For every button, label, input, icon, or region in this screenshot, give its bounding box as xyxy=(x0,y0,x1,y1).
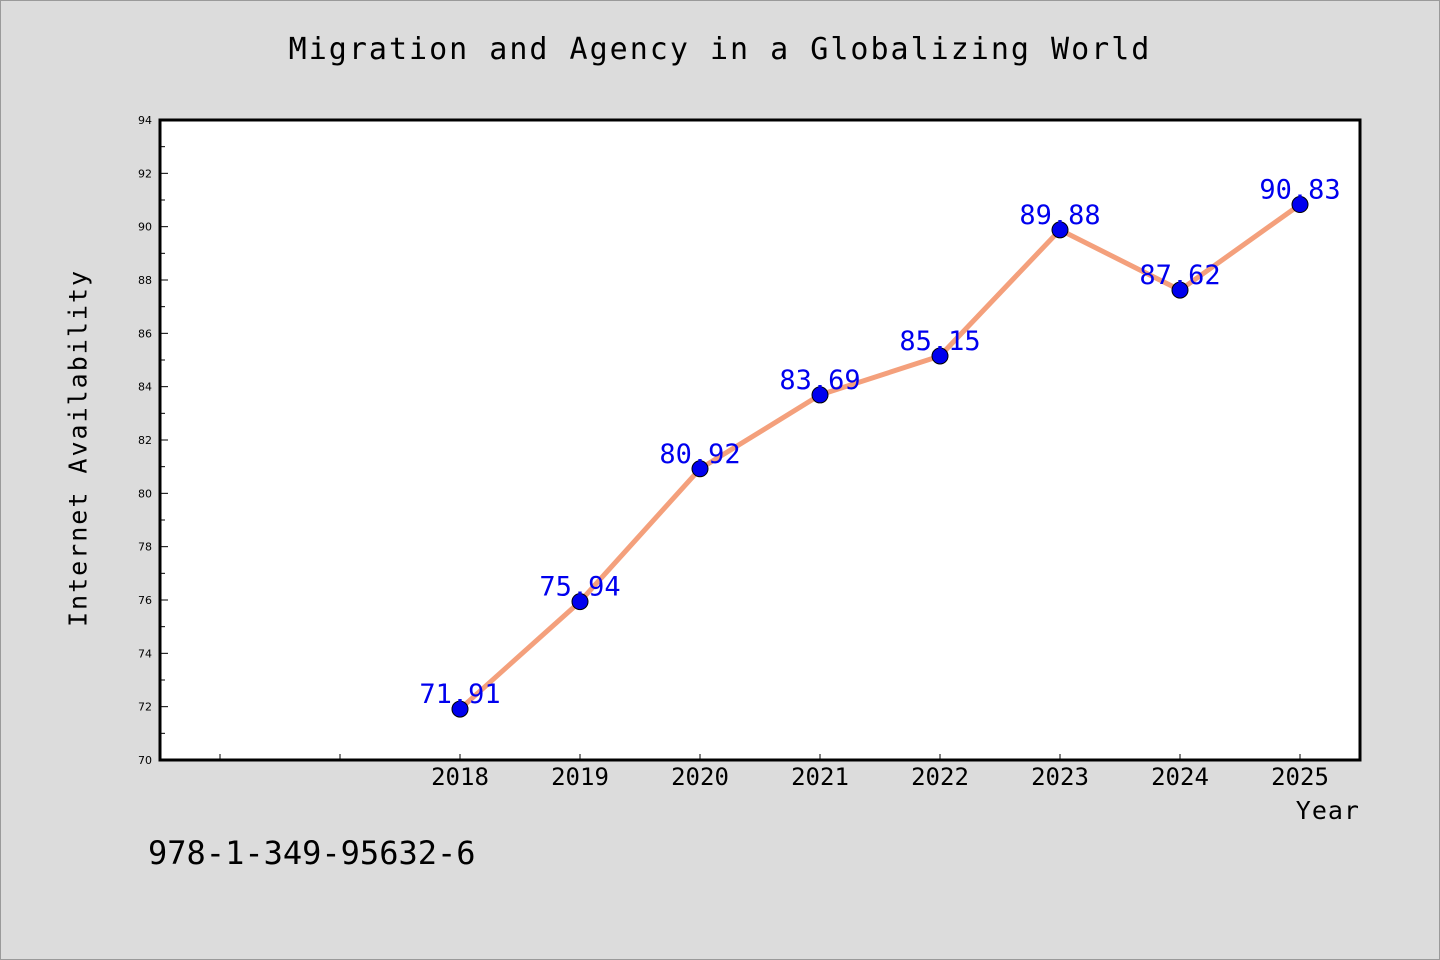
data-label: 71.91 xyxy=(419,679,500,710)
data-label: 89.88 xyxy=(1019,200,1100,231)
x-tick-label: 2025 xyxy=(1271,763,1329,791)
y-tick-label: 80 xyxy=(138,487,152,500)
y-tick-label: 74 xyxy=(138,647,152,660)
footer-isbn: 978-1-349-95632-6 xyxy=(148,834,476,872)
y-tick-label: 86 xyxy=(138,327,152,340)
plot-area xyxy=(158,118,1362,762)
x-tick-label: 2021 xyxy=(791,763,849,791)
data-label: 83.69 xyxy=(779,365,860,396)
data-point xyxy=(931,347,949,365)
y-tick-label: 88 xyxy=(138,274,152,287)
y-tick-label: 84 xyxy=(138,381,152,394)
data-point xyxy=(1051,221,1069,239)
data-point xyxy=(811,386,829,404)
x-tick-label: 2018 xyxy=(431,763,489,791)
data-label: 75.94 xyxy=(539,572,620,603)
y-tick-label: 76 xyxy=(138,594,152,607)
y-tick-label: 92 xyxy=(138,167,152,180)
y-tick-label: 90 xyxy=(138,221,152,234)
y-tick-label: 94 xyxy=(138,114,152,127)
series-line xyxy=(457,202,1303,712)
data-point xyxy=(691,460,709,478)
y-tick-label: 82 xyxy=(138,434,152,447)
x-tick-label: 2024 xyxy=(1151,763,1209,791)
data-point xyxy=(1291,196,1309,214)
data-point xyxy=(571,593,589,611)
data-label: 87.62 xyxy=(1139,260,1220,291)
x-tick-label: 2022 xyxy=(911,763,969,791)
chart-title: Migration and Agency in a Globalizing Wo… xyxy=(288,32,1152,67)
y-tick-label: 72 xyxy=(138,701,152,714)
x-tick-label: 2020 xyxy=(671,763,729,791)
data-label: 90.83 xyxy=(1259,175,1340,206)
data-label: 80.92 xyxy=(659,439,740,470)
data-point xyxy=(451,700,469,718)
y-tick-label: 78 xyxy=(138,541,152,554)
x-tick-label: 2019 xyxy=(551,763,609,791)
x-tick-label: 2023 xyxy=(1031,763,1089,791)
y-tick-label: 70 xyxy=(138,754,152,767)
x-axis-label: Year xyxy=(1295,796,1360,825)
data-point xyxy=(1171,281,1189,299)
data-label: 85.15 xyxy=(899,326,980,357)
